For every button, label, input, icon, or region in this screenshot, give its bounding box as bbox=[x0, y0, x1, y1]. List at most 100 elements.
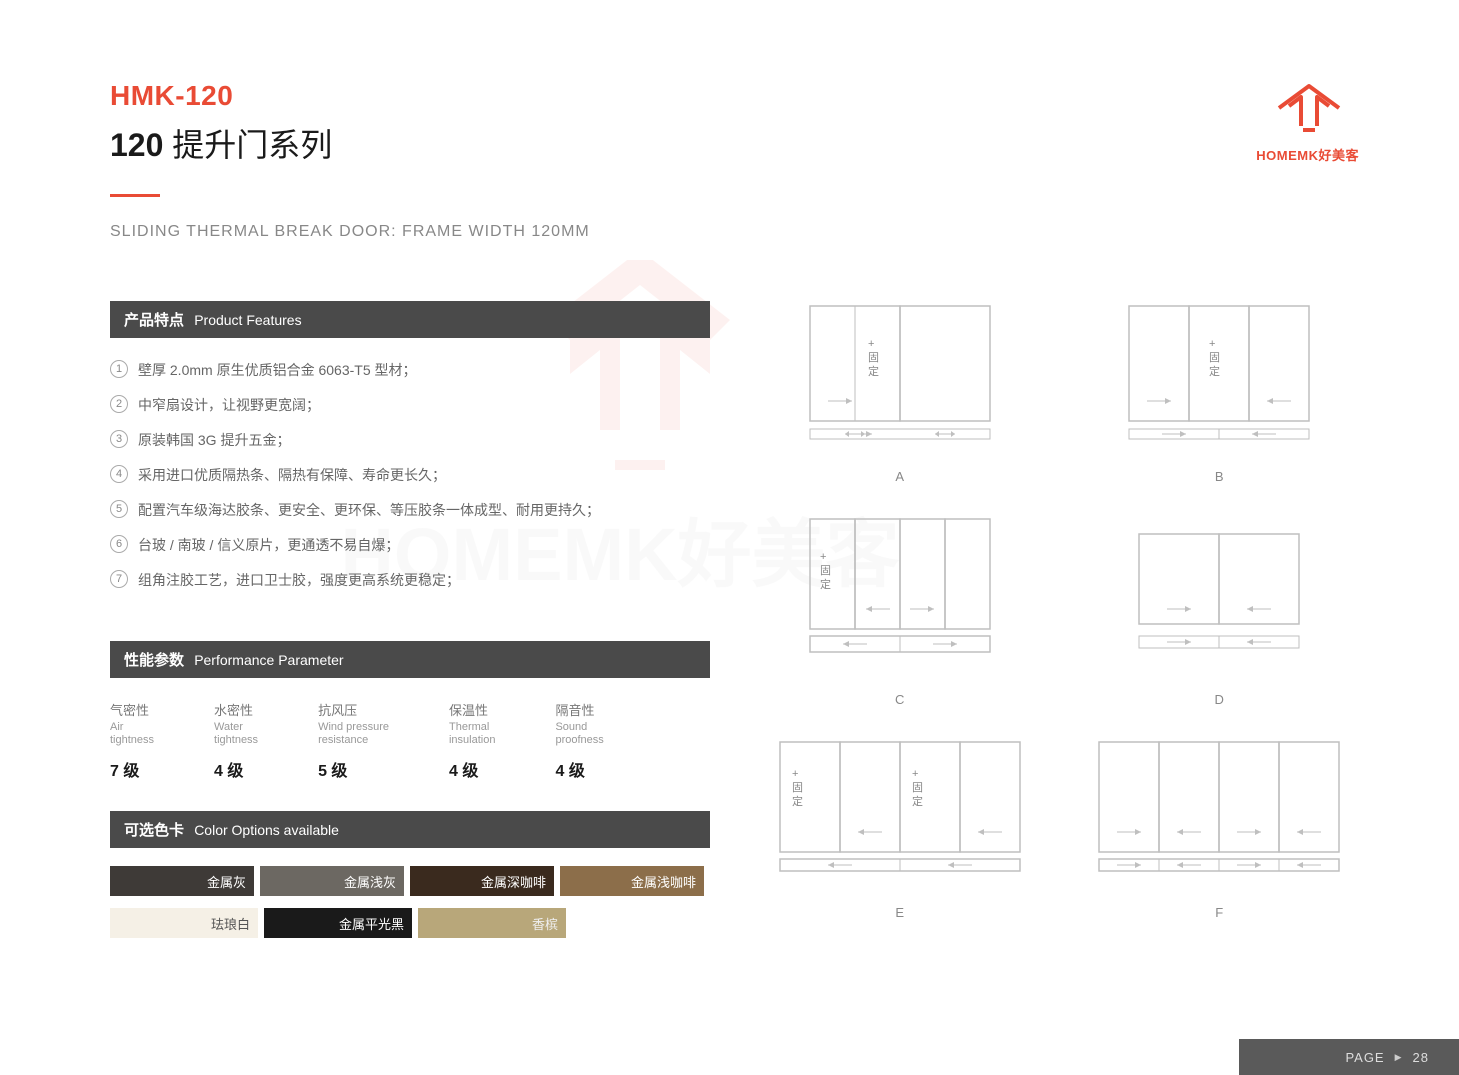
color-swatch: 金属浅咖啡 bbox=[560, 866, 704, 896]
subtitle: SLIDING THERMAL BREAK DOOR: FRAME WIDTH … bbox=[110, 223, 590, 241]
feature-number: 5 bbox=[110, 500, 128, 518]
features-header-cn: 产品特点 bbox=[124, 312, 184, 329]
svg-text:固: 固 bbox=[820, 564, 831, 577]
color-row: 金属灰金属浅灰金属深咖啡金属浅咖啡 bbox=[110, 866, 710, 896]
colors-header: 可选色卡 Color Options available bbox=[110, 811, 710, 848]
door-diagram: +固定 A bbox=[760, 301, 1040, 484]
feature-item: 4 采用进口优质隔热条、隔热有保障、寿命更长久； bbox=[110, 465, 710, 486]
colors-header-cn: 可选色卡 bbox=[124, 822, 184, 839]
feature-number: 3 bbox=[110, 430, 128, 448]
svg-text:定: 定 bbox=[868, 364, 879, 378]
feature-text: 采用进口优质隔热条、隔热有保障、寿命更长久； bbox=[138, 465, 446, 486]
perf-value: 4 级 bbox=[449, 757, 495, 781]
feature-number: 2 bbox=[110, 395, 128, 413]
feature-number: 6 bbox=[110, 535, 128, 553]
svg-text:+: + bbox=[792, 768, 798, 780]
features-header-en: Product Features bbox=[194, 312, 301, 328]
perf-value: 5 级 bbox=[318, 757, 389, 781]
color-swatch: 金属深咖啡 bbox=[410, 866, 554, 896]
page-number: 28 bbox=[1413, 1050, 1429, 1065]
performance-header-en: Performance Parameter bbox=[194, 652, 343, 668]
svg-text:定: 定 bbox=[792, 794, 803, 808]
svg-text:定: 定 bbox=[1209, 364, 1220, 378]
feature-text: 原装韩国 3G 提升五金； bbox=[138, 430, 290, 451]
diagram-label: C bbox=[760, 692, 1040, 707]
feature-text: 台玻 / 南玻 / 信义原片，更通透不易自爆； bbox=[138, 535, 399, 556]
svg-text:定: 定 bbox=[912, 794, 923, 808]
svg-text:固: 固 bbox=[868, 351, 879, 364]
colors-header-en: Color Options available bbox=[194, 822, 339, 838]
title-number: 120 bbox=[110, 127, 163, 163]
performance-item: 气密性Airtightness7 级 bbox=[110, 700, 154, 781]
page-label: PAGE bbox=[1345, 1050, 1384, 1065]
perf-en: Thermalinsulation bbox=[449, 721, 495, 747]
door-diagram: +固定+固定E bbox=[760, 737, 1040, 920]
svg-text:固: 固 bbox=[1209, 351, 1220, 364]
svg-text:固: 固 bbox=[792, 781, 803, 794]
diagram-grid: +固定A+固定B+固定CD+固定+固定EF bbox=[760, 301, 1359, 920]
svg-text:+: + bbox=[912, 768, 918, 780]
feature-item: 7 组角注胶工艺，进口卫士胶，强度更高系统更稳定； bbox=[110, 570, 710, 591]
feature-item: 5配置汽车级海达胶条、更安全、更环保、等压胶条一体成型、耐用更持久； bbox=[110, 500, 710, 521]
perf-value: 7 级 bbox=[110, 757, 154, 781]
brand-logo: HOMEMK好美客 bbox=[1256, 80, 1359, 164]
feature-item: 1 壁厚 2.0mm 原生优质铝合金 6063-T5 型材； bbox=[110, 360, 710, 381]
title-underline bbox=[110, 194, 160, 197]
door-diagram: +固定 C bbox=[760, 514, 1040, 707]
color-swatch: 香槟 bbox=[418, 908, 566, 938]
page-footer: PAGE ▶ 28 bbox=[1239, 1039, 1459, 1075]
diagram-label: F bbox=[1080, 905, 1360, 920]
diagram-label: E bbox=[760, 905, 1040, 920]
feature-item: 2 中窄扇设计，让视野更宽阔； bbox=[110, 395, 710, 416]
diagram-label: A bbox=[760, 469, 1040, 484]
color-grid: 金属灰金属浅灰金属深咖啡金属浅咖啡珐琅白金属平光黑香槟 bbox=[110, 866, 710, 938]
perf-cn: 保温性 bbox=[449, 700, 495, 719]
door-diagram: F bbox=[1080, 737, 1360, 920]
perf-en: Wind pressureresistance bbox=[318, 721, 389, 747]
color-row: 珐琅白金属平光黑香槟 bbox=[110, 908, 710, 938]
performance-header: 性能参数 Performance Parameter bbox=[110, 641, 710, 678]
color-swatch: 金属灰 bbox=[110, 866, 254, 896]
performance-item: 抗风压 Wind pressureresistance 5 级 bbox=[318, 700, 389, 781]
perf-value: 4 级 bbox=[555, 757, 603, 781]
performance-header-cn: 性能参数 bbox=[124, 652, 184, 669]
perf-cn: 气密性 bbox=[110, 700, 154, 719]
title-block: HMK-120 120 提升门系列 SLIDING THERMAL BREAK … bbox=[110, 80, 590, 241]
color-swatch: 珐琅白 bbox=[110, 908, 258, 938]
features-list: 1 壁厚 2.0mm 原生优质铝合金 6063-T5 型材； 2 中窄扇设计，让视野更… bbox=[110, 360, 710, 591]
color-swatch: 金属浅灰 bbox=[260, 866, 404, 896]
product-code: HMK-120 bbox=[110, 80, 590, 112]
color-swatch: 金属平光黑 bbox=[264, 908, 412, 938]
title-series: 提升门系列 bbox=[163, 127, 332, 163]
feature-item: 6 台玻 / 南玻 / 信义原片，更通透不易自爆； bbox=[110, 535, 710, 556]
perf-cn: 水密性 bbox=[214, 700, 258, 719]
feature-text: 组角注胶工艺，进口卫士胶，强度更高系统更稳定； bbox=[138, 570, 460, 591]
performance-item: 保温性 Thermalinsulation 4 级 bbox=[449, 700, 495, 781]
perf-cn: 抗风压 bbox=[318, 700, 389, 719]
feature-number: 1 bbox=[110, 360, 128, 378]
svg-text:+: + bbox=[820, 551, 826, 563]
perf-value: 4 级 bbox=[214, 757, 258, 781]
svg-text:+: + bbox=[868, 338, 874, 350]
logo-text: HOMEMK好美客 bbox=[1256, 145, 1359, 164]
feature-text: 中窄扇设计，让视野更宽阔； bbox=[138, 395, 320, 416]
perf-en: Watertightness bbox=[214, 721, 258, 747]
svg-text:定: 定 bbox=[820, 577, 831, 591]
diagram-label: B bbox=[1080, 469, 1360, 484]
door-diagram: +固定 B bbox=[1080, 301, 1360, 484]
feature-number: 7 bbox=[110, 570, 128, 588]
diagram-label: D bbox=[1080, 692, 1360, 707]
performance-item: 水密性 Watertightness 4 级 bbox=[214, 700, 258, 781]
feature-text: 壁厚 2.0mm 原生优质铝合金 6063-T5 型材； bbox=[138, 360, 417, 381]
feature-number: 4 bbox=[110, 465, 128, 483]
perf-cn: 隔音性 bbox=[555, 700, 603, 719]
svg-text:+: + bbox=[1209, 338, 1215, 350]
house-icon bbox=[1259, 80, 1359, 136]
features-header: 产品特点 Product Features bbox=[110, 301, 710, 338]
product-title: 120 提升门系列 bbox=[110, 120, 590, 166]
svg-text:固: 固 bbox=[912, 781, 923, 794]
triangle-icon: ▶ bbox=[1395, 1052, 1403, 1063]
performance-item: 隔音性Soundproofness4 级 bbox=[555, 700, 603, 781]
door-diagram: D bbox=[1080, 514, 1360, 707]
feature-item: 3 原装韩国 3G 提升五金； bbox=[110, 430, 710, 451]
